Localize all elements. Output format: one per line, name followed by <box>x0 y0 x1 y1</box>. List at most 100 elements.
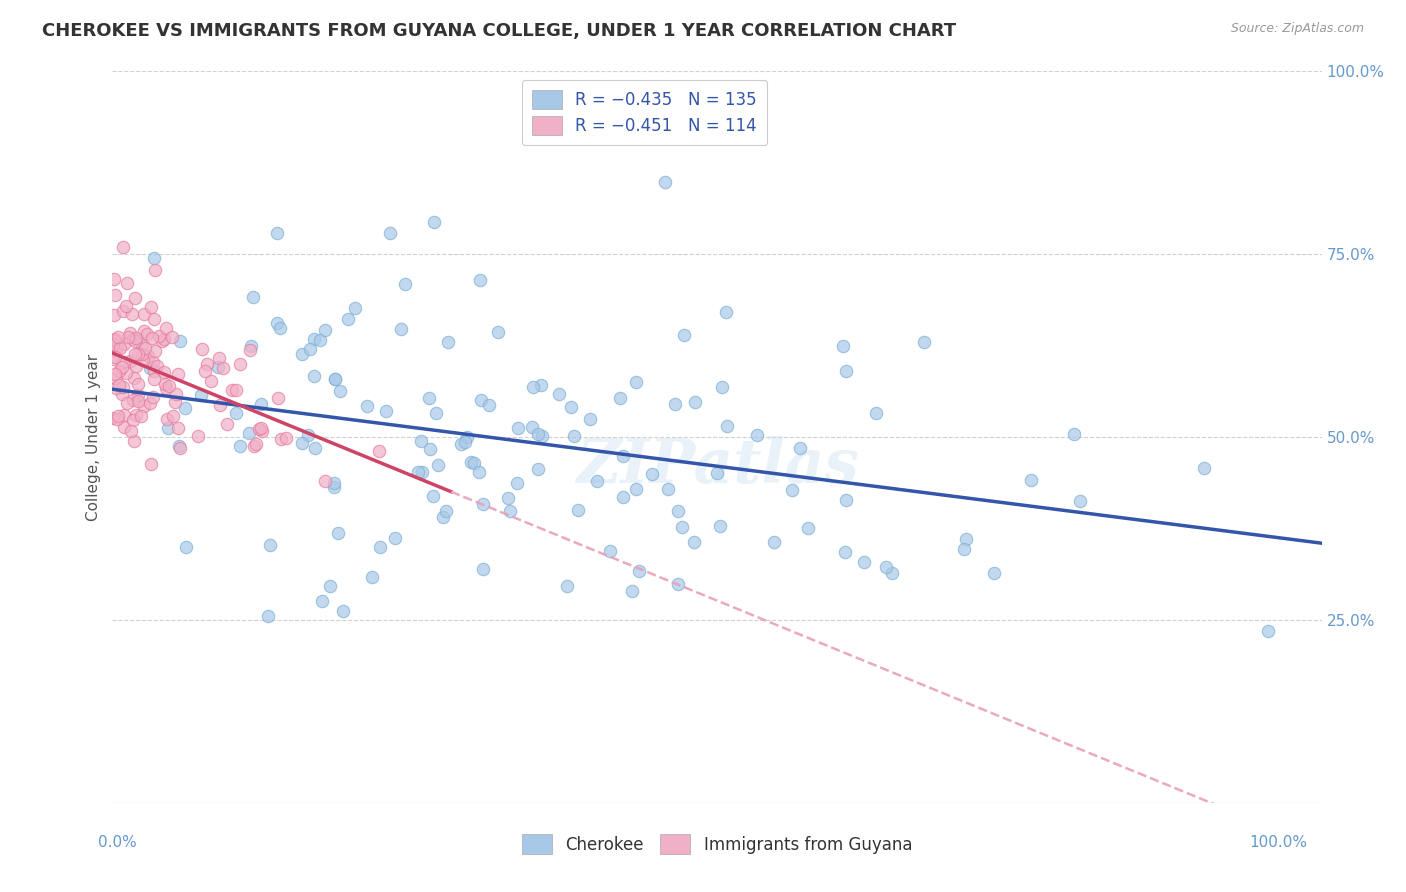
Point <box>522 380 544 394</box>
Point <box>108 364 131 378</box>
Point <box>506 421 529 435</box>
Point <box>115 366 138 380</box>
Point <box>834 544 856 558</box>
Point <box>122 332 145 346</box>
Point <box>562 428 585 442</box>
Point <box>225 406 247 420</box>
Point <box>207 360 229 375</box>
Point <box>664 397 686 411</box>
Point <box>104 351 127 365</box>
Point <box>267 391 290 405</box>
Point <box>322 480 344 494</box>
Point <box>115 299 138 313</box>
Text: 100.0%: 100.0% <box>1250 836 1308 850</box>
Point <box>1069 494 1091 508</box>
Point <box>1063 426 1085 441</box>
Point <box>118 354 141 368</box>
Point <box>471 562 494 576</box>
Point <box>797 521 820 535</box>
Point <box>167 421 190 435</box>
Point <box>1194 460 1216 475</box>
Point <box>332 604 354 618</box>
Point <box>247 422 270 436</box>
Point <box>111 304 134 318</box>
Point <box>135 326 157 341</box>
Point <box>835 493 858 508</box>
Point <box>112 420 135 434</box>
Point <box>380 227 402 241</box>
Point <box>266 316 288 330</box>
Point <box>763 535 786 549</box>
Point <box>612 490 634 504</box>
Point <box>115 277 138 291</box>
Point <box>112 408 135 422</box>
Point <box>391 321 413 335</box>
Point <box>641 467 664 481</box>
Point <box>225 383 247 397</box>
Point <box>127 376 149 391</box>
Point <box>530 378 553 392</box>
Point <box>586 474 609 488</box>
Text: Source: ZipAtlas.com: Source: ZipAtlas.com <box>1230 22 1364 36</box>
Point <box>460 455 482 469</box>
Point <box>156 412 179 426</box>
Point <box>132 307 155 321</box>
Point <box>194 364 217 378</box>
Point <box>103 271 125 285</box>
Point <box>105 371 128 385</box>
Point <box>111 354 134 368</box>
Point <box>499 504 522 518</box>
Point <box>609 392 631 406</box>
Point <box>143 311 166 326</box>
Point <box>157 378 180 392</box>
Point <box>115 396 138 410</box>
Point <box>408 465 430 479</box>
Point <box>302 332 325 346</box>
Point <box>478 398 501 412</box>
Point <box>250 397 273 411</box>
Point <box>496 491 519 505</box>
Point <box>112 240 135 254</box>
Point <box>912 335 935 350</box>
Point <box>176 540 198 554</box>
Point <box>322 476 344 491</box>
Point <box>621 583 644 598</box>
Point <box>579 412 602 426</box>
Point <box>105 412 128 426</box>
Point <box>419 442 441 457</box>
Point <box>367 444 389 458</box>
Point <box>104 332 127 346</box>
Point <box>117 330 139 344</box>
Point <box>208 398 231 412</box>
Point <box>309 333 332 347</box>
Point <box>163 395 186 409</box>
Point <box>191 342 214 356</box>
Point <box>672 327 695 342</box>
Point <box>425 406 447 420</box>
Text: 0.0%: 0.0% <box>98 836 138 850</box>
Point <box>146 359 169 373</box>
Point <box>955 532 977 546</box>
Point <box>666 504 689 518</box>
Point <box>160 330 183 344</box>
Point <box>789 442 811 456</box>
Point <box>437 334 460 349</box>
Point <box>124 371 146 385</box>
Point <box>239 343 262 358</box>
Point <box>560 400 582 414</box>
Point <box>266 226 288 240</box>
Point <box>132 324 155 338</box>
Point <box>105 341 128 355</box>
Point <box>852 556 875 570</box>
Point <box>555 579 578 593</box>
Point <box>217 417 239 432</box>
Point <box>304 442 326 456</box>
Point <box>627 565 650 579</box>
Point <box>302 368 325 383</box>
Point <box>880 566 903 581</box>
Point <box>143 372 166 386</box>
Point <box>276 432 298 446</box>
Point <box>112 380 135 394</box>
Point <box>567 503 589 517</box>
Point <box>257 609 280 624</box>
